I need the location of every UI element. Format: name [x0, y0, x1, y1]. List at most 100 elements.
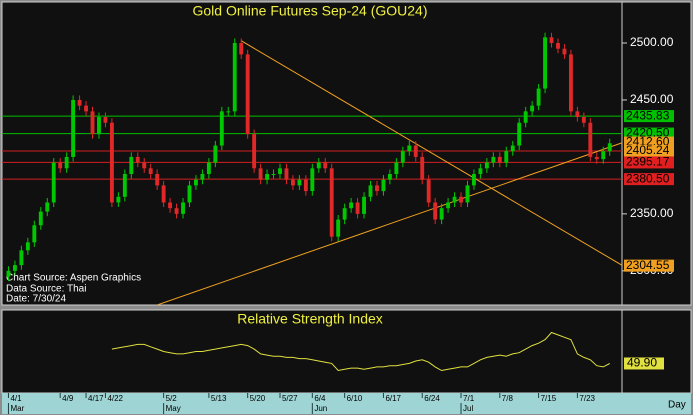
- candle-body: [523, 111, 528, 123]
- candle-body: [122, 174, 127, 197]
- candle-body: [562, 48, 567, 55]
- month-label: Mar: [10, 404, 24, 413]
- candle-body: [316, 162, 321, 169]
- month-label: Jun: [314, 404, 327, 413]
- x-tick-label: 4/22: [107, 394, 123, 403]
- x-tick-label: 4/9: [62, 394, 74, 403]
- candle-body: [465, 185, 470, 203]
- candle-body: [581, 117, 586, 123]
- level-label: 2435.83: [626, 108, 670, 122]
- candle-body: [478, 168, 483, 175]
- candle-body: [484, 162, 489, 169]
- candle-body: [297, 179, 302, 186]
- level-label: 2395.17: [626, 155, 670, 169]
- candle-body: [38, 211, 43, 226]
- y-tick-label: 2350.00: [630, 206, 674, 220]
- x-tick-label: 7/8: [502, 394, 514, 403]
- candle-body: [407, 145, 412, 152]
- month-label: May: [166, 404, 181, 413]
- candle-body: [446, 202, 451, 209]
- candle-body: [219, 111, 224, 146]
- candle-body: [413, 145, 418, 157]
- candle-body: [129, 156, 134, 175]
- candle-body: [6, 270, 11, 277]
- level-label: 2420.50: [626, 126, 670, 140]
- chart-title: Gold Online Futures Sep-24 (GOU24): [193, 3, 428, 19]
- candle-body: [109, 122, 114, 203]
- x-tick-label: 6/17: [385, 394, 401, 403]
- candle-body: [155, 174, 160, 186]
- candle-body: [194, 179, 198, 186]
- annotation: Date: 7/30/24: [6, 294, 66, 305]
- candle-body: [543, 37, 548, 89]
- rsi-line: [111, 331, 610, 372]
- candle-body: [349, 202, 354, 209]
- x-tick-label: 6/24: [424, 394, 440, 403]
- candle-body: [601, 151, 606, 160]
- candle-body: [588, 122, 593, 157]
- candle-body: [504, 151, 509, 163]
- candle-body: [323, 162, 328, 169]
- candle-body: [497, 156, 502, 163]
- rsi-panel: [1, 309, 623, 394]
- level-box: [624, 156, 674, 169]
- candle-body: [181, 202, 185, 214]
- candle-body: [452, 196, 457, 203]
- candle-body: [400, 151, 405, 163]
- candle-body: [213, 145, 218, 163]
- candle-body: [433, 202, 438, 220]
- candle-body: [530, 105, 535, 112]
- y-tick-label: 2500.00: [630, 35, 674, 49]
- candle-body: [394, 162, 399, 175]
- x-tick-label: 5/20: [250, 394, 266, 403]
- candle-body: [271, 174, 276, 176]
- candle-body: [575, 111, 580, 118]
- candle-body: [187, 185, 192, 203]
- level-box: [624, 173, 674, 186]
- level-label: 2380.50: [626, 171, 670, 185]
- level-label: 2405.24: [626, 143, 670, 157]
- candle-body: [284, 168, 289, 180]
- trend-line: [156, 142, 622, 305]
- level-box: [624, 259, 674, 272]
- x-tick-label: 5/13: [211, 394, 227, 403]
- candle-body: [64, 156, 69, 169]
- candle-body: [71, 99, 76, 157]
- level-box: [624, 110, 674, 123]
- candle-body: [342, 208, 347, 220]
- candle-body: [336, 219, 341, 237]
- plot-area: [2, 32, 622, 305]
- candle-body: [355, 202, 360, 214]
- candle-body: [200, 174, 205, 180]
- x-tick-label: 4/1: [10, 394, 22, 403]
- level-label: 2304.55: [626, 258, 670, 272]
- time-axis: [2, 393, 691, 414]
- candle-body: [116, 196, 121, 203]
- x-tick-label: 7/15: [541, 394, 557, 403]
- candle-body: [84, 105, 88, 112]
- candle-body: [556, 43, 560, 49]
- candle-body: [278, 168, 282, 175]
- candle-body: [97, 117, 101, 135]
- candle-body: [90, 111, 95, 135]
- candle-body: [161, 185, 166, 203]
- candle-body: [536, 88, 541, 106]
- price-panel: [1, 1, 623, 306]
- candle-body: [51, 162, 56, 203]
- candle-body: [491, 156, 496, 163]
- candle-body: [420, 156, 425, 180]
- x-tick-label: 7/1: [463, 394, 475, 403]
- annotation: Data Source: Thai: [6, 284, 86, 295]
- x-tick-label: 6/4: [314, 394, 326, 403]
- candle-body: [239, 43, 244, 55]
- candle-body: [168, 202, 173, 209]
- month-label: Jul: [463, 404, 473, 413]
- candle-body: [375, 185, 379, 192]
- candle-body: [135, 156, 140, 163]
- candle-body: [148, 168, 153, 175]
- x-tick-label: 7/23: [579, 394, 595, 403]
- candle-body: [103, 117, 108, 123]
- x-tick-label: 4/17: [88, 394, 104, 403]
- candle-body: [32, 225, 37, 243]
